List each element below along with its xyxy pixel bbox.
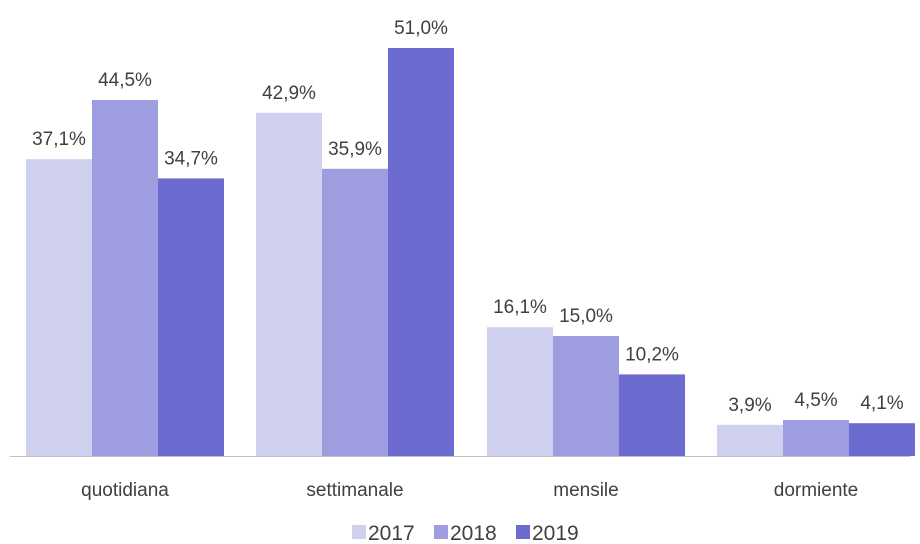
bar-2017-mensile — [487, 327, 553, 456]
bar-2018-quotidiana — [92, 100, 158, 456]
legend-label: 2019 — [532, 522, 579, 544]
data-label: 16,1% — [493, 297, 547, 318]
data-label: 51,0% — [394, 18, 448, 39]
category-label: mensile — [553, 480, 618, 501]
data-label: 37,1% — [32, 129, 86, 150]
data-label: 44,5% — [98, 70, 152, 91]
legend-item-2018: 2018 — [434, 522, 497, 544]
bar-2019-dormiente — [849, 423, 915, 456]
bar-2019-quotidiana — [158, 178, 224, 456]
bar-2017-dormiente — [717, 424, 783, 456]
category-label: settimanale — [306, 480, 403, 501]
legend-label: 2018 — [450, 522, 497, 544]
data-label: 15,0% — [559, 306, 613, 327]
data-label: 10,2% — [625, 344, 679, 365]
bar-2018-settimanale — [322, 168, 388, 457]
legend-swatch — [434, 525, 448, 539]
data-label: 4,5% — [794, 390, 837, 411]
legend-label: 2017 — [368, 522, 415, 544]
bar-2018-mensile — [553, 336, 619, 456]
bar-2019-settimanale — [388, 48, 454, 456]
bar-2018-dormiente — [783, 420, 849, 456]
bar-2017-quotidiana — [26, 159, 92, 456]
legend-swatch — [516, 525, 530, 539]
bar-2017-settimanale — [256, 112, 322, 457]
category-label: dormiente — [774, 480, 859, 501]
data-label: 34,7% — [164, 148, 218, 169]
legend-item-2017: 2017 — [352, 522, 415, 544]
data-label: 42,9% — [262, 83, 316, 104]
legend-item-2019: 2019 — [516, 522, 579, 544]
legend-swatch — [352, 525, 366, 539]
category-label: quotidiana — [81, 480, 169, 501]
data-label: 4,1% — [860, 393, 903, 414]
data-label: 35,9% — [328, 139, 382, 160]
bar-2019-mensile — [619, 374, 685, 456]
data-label: 3,9% — [728, 395, 771, 416]
